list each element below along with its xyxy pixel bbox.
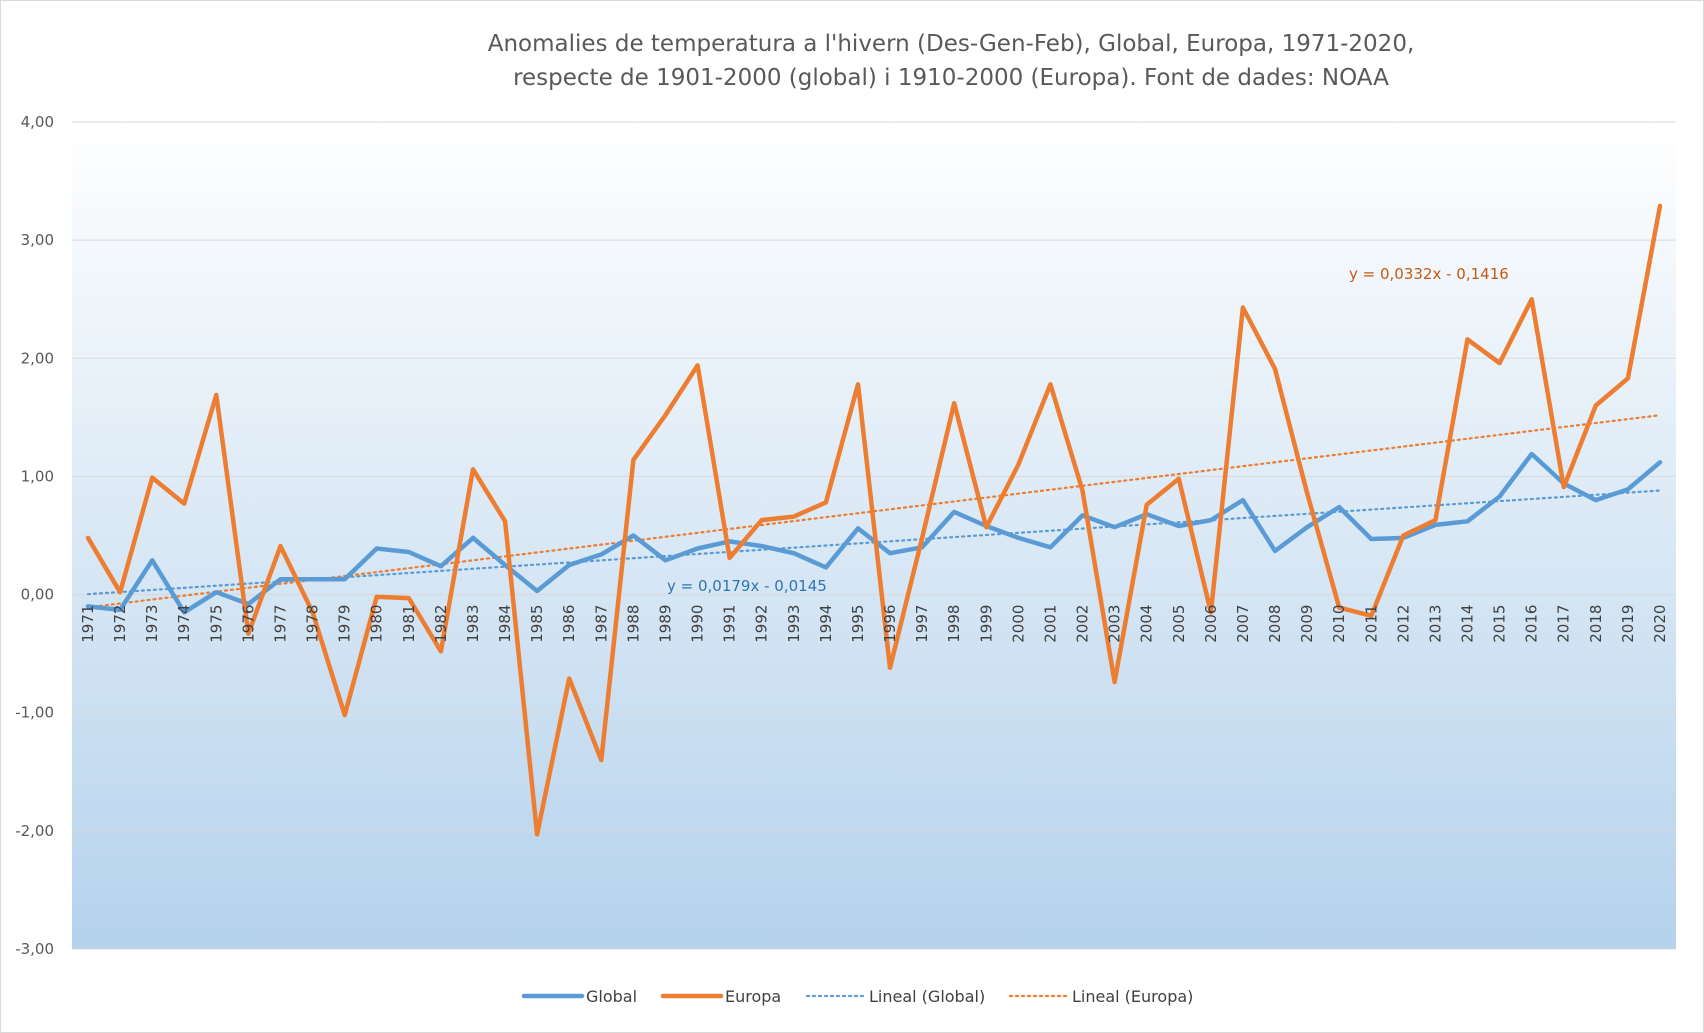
x-tick-label: 1992 <box>753 605 771 643</box>
x-tick-label: 2005 <box>1170 605 1188 643</box>
x-tick-label: 2013 <box>1426 605 1444 643</box>
legend-item: Lineal (Global) <box>805 987 985 1006</box>
gridlines <box>72 121 1676 950</box>
x-tick-label: 1995 <box>849 605 867 643</box>
x-tick-label: 2019 <box>1619 605 1637 643</box>
x-tick-label: 1999 <box>977 605 995 643</box>
x-tick-label: 2020 <box>1651 605 1669 643</box>
x-tick-label: 1982 <box>432 605 450 643</box>
x-tick-label: 1984 <box>496 605 514 643</box>
legend-label: Lineal (Global) <box>869 987 985 1006</box>
x-tick-label: 1979 <box>336 605 354 643</box>
x-tick-label: 1994 <box>817 605 835 643</box>
x-tick-label: 1987 <box>592 605 610 643</box>
y-tick-label: -1,00 <box>15 704 54 722</box>
x-tick-label: 2007 <box>1234 605 1252 643</box>
x-tick-label: 1996 <box>881 605 899 643</box>
x-tick-label: 2012 <box>1394 605 1412 643</box>
trend-equation: y = 0,0179x - 0,0145 <box>667 577 827 595</box>
x-tick-label: 1993 <box>785 605 803 643</box>
x-tick-label: 2008 <box>1266 605 1284 643</box>
x-tick-label: 2001 <box>1041 605 1059 643</box>
legend: Global Europa Lineal (Global) Lineal (Europ… <box>521 987 1193 1006</box>
x-tick-label: 2011 <box>1362 605 1380 643</box>
y-tick-label: -2,00 <box>15 822 54 840</box>
x-axis: 1971 1972 1973 1974 1975 1976 1977 1978 1979 1980… <box>79 605 1669 643</box>
legend-item: Global <box>521 987 637 1006</box>
y-tick-label: 0,00 <box>21 586 54 604</box>
x-tick-label: 2000 <box>1009 605 1027 643</box>
x-tick-label: 1972 <box>111 605 129 643</box>
x-tick-label: 2018 <box>1587 605 1605 643</box>
x-tick-label: 2002 <box>1074 605 1092 643</box>
x-tick-label: 2014 <box>1459 605 1477 643</box>
series <box>85 203 1663 837</box>
chart-subtitle: respecte de 1901-2000 (global) i 1910-20… <box>513 65 1389 91</box>
x-tick-label: 2016 <box>1523 605 1541 643</box>
y-tick-label: 2,00 <box>21 349 54 367</box>
x-tick-label: 1976 <box>239 605 257 643</box>
y-tick-label: 3,00 <box>21 231 54 249</box>
y-tick-label: -3,00 <box>15 940 54 958</box>
x-tick-label: 2010 <box>1330 605 1348 643</box>
legend-item: Lineal (Europa) <box>1008 987 1193 1006</box>
x-tick-label: 1989 <box>656 605 674 643</box>
x-tick-label: 1997 <box>913 605 931 643</box>
legend-item: Europa <box>660 987 781 1006</box>
x-tick-label: 2003 <box>1106 605 1124 643</box>
x-tick-label: 1977 <box>271 605 289 643</box>
legend-label: Lineal (Europa) <box>1072 987 1193 1006</box>
y-tick-label: 4,00 <box>21 113 54 131</box>
x-tick-label: 1971 <box>79 605 97 643</box>
x-tick-label: 1988 <box>624 605 642 643</box>
x-tick-label: 1978 <box>304 605 322 643</box>
x-tick-label: 1981 <box>400 605 418 643</box>
x-tick-label: 1980 <box>368 605 386 643</box>
x-tick-label: 2017 <box>1555 605 1573 643</box>
x-tick-label: 2009 <box>1298 605 1316 643</box>
x-tick-label: 2006 <box>1202 605 1220 643</box>
y-tick-label: 1,00 <box>21 467 54 485</box>
trend-equations: y = 0,0179x - 0,0145 y = 0,0332x - 0,1416 <box>667 265 1509 595</box>
legend-label: Global <box>586 987 637 1006</box>
x-tick-label: 1985 <box>528 605 546 643</box>
x-tick-label: 1975 <box>207 605 225 643</box>
x-tick-label: 2004 <box>1138 605 1156 643</box>
legend-label: Europa <box>725 987 781 1006</box>
trend-equation: y = 0,0332x - 0,1416 <box>1349 265 1509 283</box>
x-tick-label: 1991 <box>721 605 739 643</box>
x-tick-label: 1983 <box>464 605 482 643</box>
x-tick-label: 1986 <box>560 605 578 643</box>
x-tick-label: 1998 <box>945 605 963 643</box>
series-line <box>85 203 1663 837</box>
x-tick-label: 1973 <box>143 605 161 643</box>
y-axis: 4,00 3,00 2,00 1,00 0,00 -1,00 -2,00 -3,00 <box>15 113 54 958</box>
x-tick-label: 1990 <box>689 605 707 643</box>
x-tick-label: 1974 <box>175 605 193 643</box>
x-tick-label: 2015 <box>1491 605 1509 643</box>
chart-title: Anomalies de temperatura a l'hivern (Des… <box>488 31 1415 57</box>
